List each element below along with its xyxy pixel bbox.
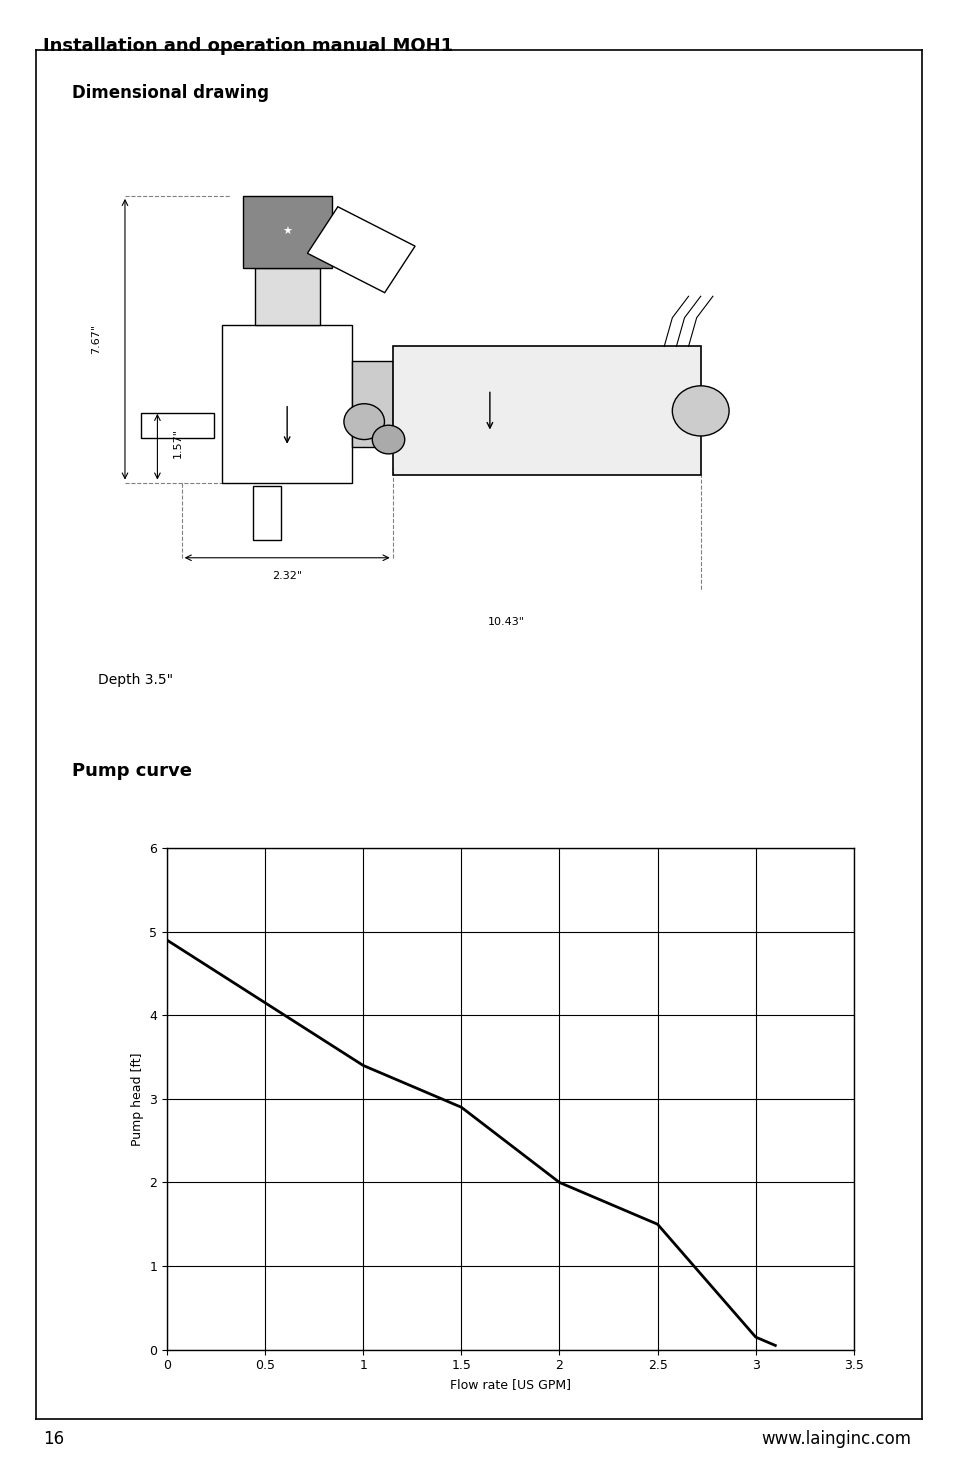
Text: 1.57": 1.57" [172,428,182,459]
Y-axis label: Pump head [ft]: Pump head [ft] [131,1052,144,1146]
FancyArrow shape [141,413,213,438]
Bar [222,324,352,482]
Text: 10.43": 10.43" [487,617,524,627]
FancyArrow shape [253,487,281,540]
Text: Dimensional drawing: Dimensional drawing [71,84,269,102]
Bar [254,267,319,324]
Bar [393,347,700,475]
Text: www.lainginc.com: www.lainginc.com [760,1431,910,1448]
Text: 16: 16 [43,1431,64,1448]
Bar [307,207,415,292]
Text: Pump curve: Pump curve [71,763,192,780]
Text: Depth 3.5": Depth 3.5" [98,673,173,687]
Bar [352,361,393,447]
Circle shape [372,425,404,454]
Text: 7.67": 7.67" [91,324,101,354]
Text: 2.32": 2.32" [272,571,302,581]
Circle shape [672,386,728,437]
X-axis label: Flow rate [US GPM]: Flow rate [US GPM] [450,1378,570,1391]
Circle shape [343,404,384,440]
Bar [242,196,332,267]
Text: ★: ★ [282,227,292,237]
Text: Installation and operation manual MOH1: Installation and operation manual MOH1 [43,37,453,55]
